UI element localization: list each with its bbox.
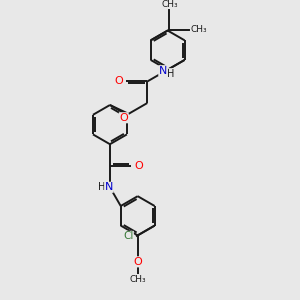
Text: H: H xyxy=(167,69,175,79)
Text: O: O xyxy=(115,76,123,86)
Text: O: O xyxy=(134,161,143,171)
Text: N: N xyxy=(159,66,167,76)
Text: N: N xyxy=(105,182,113,192)
Text: O: O xyxy=(133,257,142,267)
Text: Cl: Cl xyxy=(123,231,133,242)
Text: CH₃: CH₃ xyxy=(190,25,207,34)
Text: CH₃: CH₃ xyxy=(129,274,146,284)
Text: H: H xyxy=(98,182,106,192)
Text: CH₃: CH₃ xyxy=(161,0,178,9)
Text: O: O xyxy=(119,113,128,123)
